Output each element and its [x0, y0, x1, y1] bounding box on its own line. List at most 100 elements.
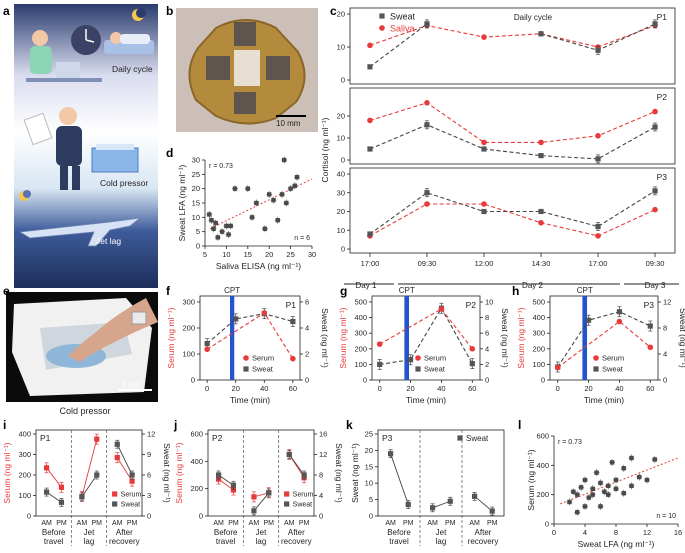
- day-label: Day 2: [522, 281, 543, 290]
- y-tick-label: 0: [545, 520, 549, 529]
- saliva-point: [481, 34, 487, 40]
- label-jet-lag: Jet lag: [96, 236, 122, 246]
- x-tick-label: AM: [249, 520, 260, 527]
- data-point: [629, 483, 634, 489]
- legend-label-sweat: Sweat: [602, 365, 624, 374]
- panel-label-c: c: [330, 4, 337, 18]
- scale-bar-label: 10 mm: [276, 119, 301, 128]
- sweat-point: [286, 451, 292, 458]
- y-tick-label-right: 3: [147, 491, 151, 500]
- annotation-n: n = 6: [294, 235, 310, 242]
- data-point: [609, 460, 615, 465]
- data-point: [275, 218, 280, 223]
- data-point: [224, 223, 229, 229]
- legend-label-sweat: Sweat: [121, 502, 141, 509]
- group-label: After: [288, 528, 305, 537]
- panel-a: Daily cycle Cold pressor Jet lag: [0, 0, 158, 290]
- group-label: travel: [216, 537, 236, 546]
- sweat-point: [114, 441, 120, 447]
- y-tick-label-left: 20: [365, 446, 373, 455]
- sweat-point: [595, 223, 601, 230]
- x-tick-label: AM: [385, 520, 396, 527]
- legend-label-serum: Serum: [602, 354, 624, 363]
- y-tick-label-left: 400: [18, 430, 31, 439]
- sweat-point: [652, 188, 658, 194]
- serum-point: [251, 494, 257, 500]
- serum-line: [379, 308, 473, 350]
- y-tick-label-left: 5: [369, 495, 373, 504]
- x-tick-label: 5: [203, 250, 207, 259]
- sweat-point: [230, 482, 237, 488]
- y-tick-label-left: 25: [365, 430, 373, 439]
- legend-label-saliva: Saliva: [390, 24, 415, 34]
- saliva-point: [538, 219, 544, 226]
- sweat-point: [469, 361, 475, 367]
- y-tick-label: 10: [192, 213, 200, 222]
- panel-e: 5 cm: [6, 292, 158, 402]
- y-tick-label-left: 300: [182, 298, 195, 307]
- panel-label-b: b: [166, 4, 174, 18]
- legend-marker-sweat: [112, 501, 118, 507]
- serum-point: [44, 465, 50, 471]
- saliva-line: [369, 102, 656, 143]
- sweat-line: [369, 190, 656, 235]
- saliva-point: [538, 139, 544, 146]
- data-point: [602, 489, 607, 494]
- x-tick-label: AM: [77, 520, 88, 527]
- legend-marker-sweat: [379, 13, 385, 19]
- clock-icon: [71, 25, 101, 55]
- panel-label-g: g: [340, 284, 348, 298]
- data-point: [578, 485, 584, 490]
- data-point: [271, 197, 276, 203]
- y-tick-label: 30: [192, 156, 200, 165]
- x-tick-label: 17:00: [361, 259, 380, 268]
- group-label: travel: [389, 537, 409, 546]
- data-point: [629, 455, 634, 461]
- chart-h: CPT P3 0 20 40 60 0 100 200 300 400 500 0 4 8 12 Serum Sw…: [516, 286, 685, 405]
- x-tick-label: 60: [468, 384, 476, 393]
- y-tick-label-right: 12: [663, 298, 671, 307]
- sweat-point: [233, 316, 239, 322]
- sweat-point: [301, 472, 307, 478]
- serum-point: [114, 454, 120, 461]
- legend-marker-serum: [112, 491, 118, 497]
- sweat-line: [206, 313, 294, 345]
- sweat-point: [367, 64, 373, 70]
- sweat-point: [129, 472, 135, 478]
- y-tick-label: 20: [192, 184, 200, 193]
- y-tick-label: 0: [341, 156, 345, 165]
- saliva-point: [424, 201, 430, 207]
- y-tick-label: 0: [341, 76, 345, 85]
- x-tick-label: AM: [284, 520, 295, 527]
- saliva-point: [424, 100, 430, 106]
- cpt-label: CPT: [399, 286, 415, 295]
- x-tick-label: AM: [469, 520, 480, 527]
- x-tick-label: 10: [222, 250, 230, 259]
- saliva-point: [652, 206, 658, 213]
- subplot-frame: [349, 167, 676, 254]
- panel-label-e: e: [3, 284, 10, 298]
- y-tick-label-right: 4: [319, 491, 323, 500]
- annotation-n: n = 10: [656, 513, 676, 520]
- y-tick-label: 600: [536, 432, 549, 441]
- x-tick-label: PM: [127, 520, 138, 527]
- sweat-point: [652, 21, 658, 27]
- serum-point: [261, 310, 268, 316]
- x-axis-label: Sweat LFA (ng ml⁻¹): [578, 539, 655, 549]
- y-tick-label: 200: [536, 490, 549, 499]
- x-tick-label: 40: [260, 384, 268, 393]
- y-tick-label: 20: [337, 10, 345, 19]
- panel-label-d: d: [166, 146, 174, 160]
- x-tick-label: AM: [41, 520, 52, 527]
- y-tick-label: 10: [337, 43, 345, 52]
- saliva-point: [481, 201, 487, 207]
- legend-marker-serum: [284, 491, 290, 497]
- group-label: recovery: [468, 537, 499, 546]
- subplot-label: P3: [657, 172, 668, 182]
- serum-point: [438, 306, 445, 312]
- x-tick-label: 0: [552, 528, 556, 537]
- y-axis-label: Sweat (ng ml⁻¹): [350, 443, 360, 503]
- y-tick-label: 10: [337, 226, 345, 235]
